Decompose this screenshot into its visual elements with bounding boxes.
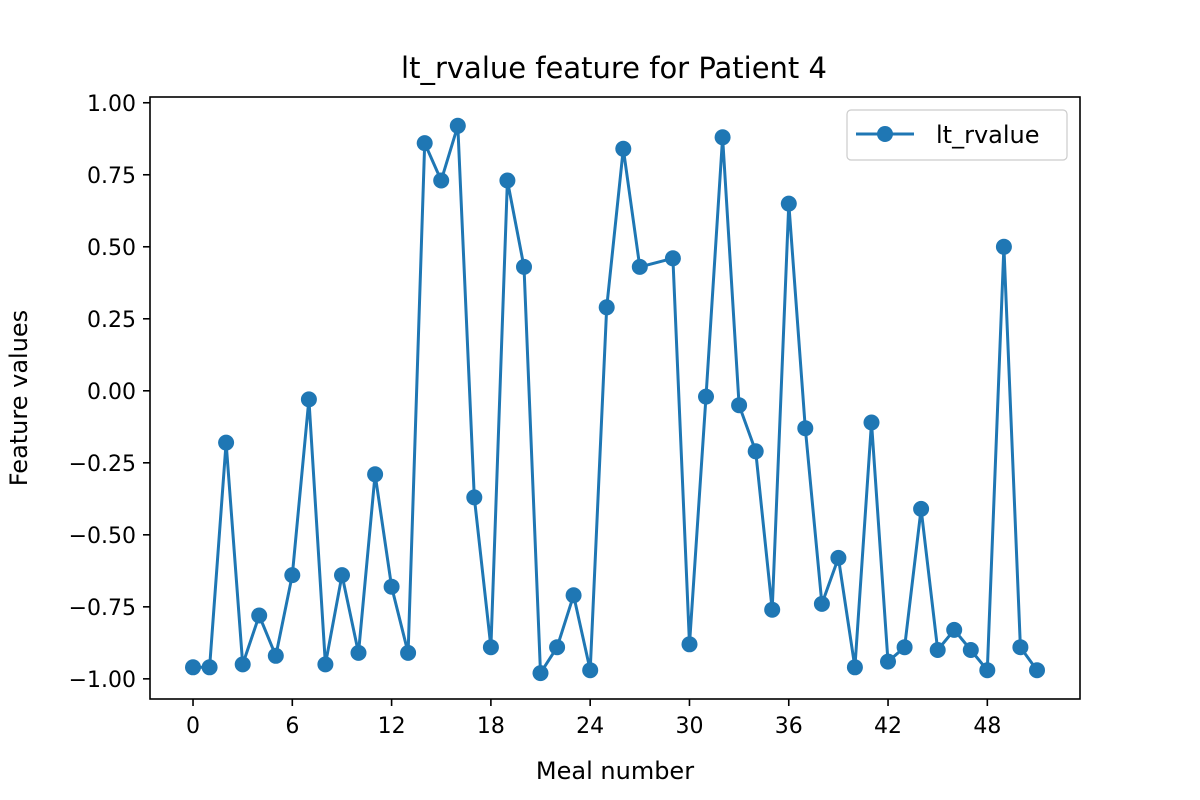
data-point [267, 647, 284, 664]
data-point [284, 567, 301, 584]
x-tick-label: 42 [874, 714, 902, 739]
data-point [913, 500, 930, 517]
data-point [350, 644, 367, 661]
y-tick-label: −0.75 [69, 596, 136, 621]
data-point [549, 639, 566, 656]
data-point [631, 258, 648, 275]
data-point [1029, 662, 1045, 679]
data-point [863, 414, 880, 431]
data-point [698, 388, 714, 405]
y-tick-label: 0.25 [87, 308, 136, 333]
y-axis: 1.00 0.75 0.50 0.25 0.00 −0.25 −0.50 −0.75 −1.00 [69, 92, 150, 693]
data-point [300, 391, 317, 408]
series-line [193, 124, 1039, 675]
y-tick-label: 1.00 [87, 92, 136, 117]
x-axis: 0 6 12 18 24 30 36 42 48 [186, 699, 1001, 739]
data-point [929, 642, 946, 658]
y-tick-label: −0.50 [69, 524, 136, 549]
x-tick-label: 48 [973, 714, 1001, 739]
data-point [615, 140, 632, 157]
data-point [499, 172, 516, 189]
data-point [466, 489, 483, 506]
data-point [764, 601, 781, 618]
data-point [565, 587, 582, 604]
x-tick-label: 36 [775, 714, 803, 739]
data-point [201, 659, 218, 676]
y-tick-label: −1.00 [69, 668, 136, 693]
data-point [1012, 639, 1029, 656]
x-tick-label: 0 [186, 714, 200, 739]
data-point [582, 662, 599, 679]
data-point [664, 250, 681, 267]
data-point [317, 656, 334, 673]
y-tick-label: −0.25 [69, 452, 136, 477]
data-point [797, 420, 814, 437]
x-tick-label: 12 [378, 714, 406, 739]
data-point [880, 653, 896, 670]
data-point [813, 595, 830, 612]
x-axis-title: Meal number [536, 757, 694, 785]
data-point [449, 117, 466, 134]
data-point [234, 656, 251, 673]
chart-title: lt_rvalue feature for Patient 4 [401, 51, 827, 85]
y-axis-title: Feature values [5, 310, 33, 486]
y-tick-label: 0.75 [87, 164, 136, 189]
legend-marker [877, 126, 893, 142]
data-point [846, 659, 863, 676]
x-tick-label: 30 [675, 714, 703, 739]
series-layer [185, 117, 1045, 682]
data-point [946, 621, 963, 638]
data-point [367, 466, 384, 483]
data-point [482, 639, 499, 656]
data-point [185, 659, 201, 676]
data-point [532, 665, 549, 682]
legend-box [846, 109, 1068, 161]
data-point [979, 662, 996, 679]
y-tick-label: 0.50 [87, 236, 136, 261]
data-point [598, 299, 615, 316]
data-point [830, 549, 847, 566]
data-point [780, 195, 797, 212]
legend: lt_rvalue [846, 109, 1068, 161]
data-point [731, 397, 748, 414]
data-point [995, 238, 1012, 255]
x-tick-label: 24 [576, 714, 604, 739]
x-tick-label: 18 [477, 714, 505, 739]
data-point [516, 258, 532, 275]
data-point [714, 129, 731, 146]
data-point [400, 644, 417, 661]
data-point [962, 642, 979, 658]
data-point [251, 607, 268, 624]
data-point [416, 135, 433, 152]
data-point [681, 636, 698, 653]
data-point [218, 434, 235, 451]
plot-frame [149, 96, 1081, 700]
y-tick-label: 0.00 [87, 380, 136, 405]
data-point [334, 567, 350, 584]
data-point [896, 639, 913, 656]
data-point [747, 443, 764, 460]
data-point [383, 578, 400, 595]
legend-label: lt_rvalue [936, 121, 1040, 149]
data-point [433, 172, 450, 189]
x-tick-label: 6 [285, 714, 299, 739]
